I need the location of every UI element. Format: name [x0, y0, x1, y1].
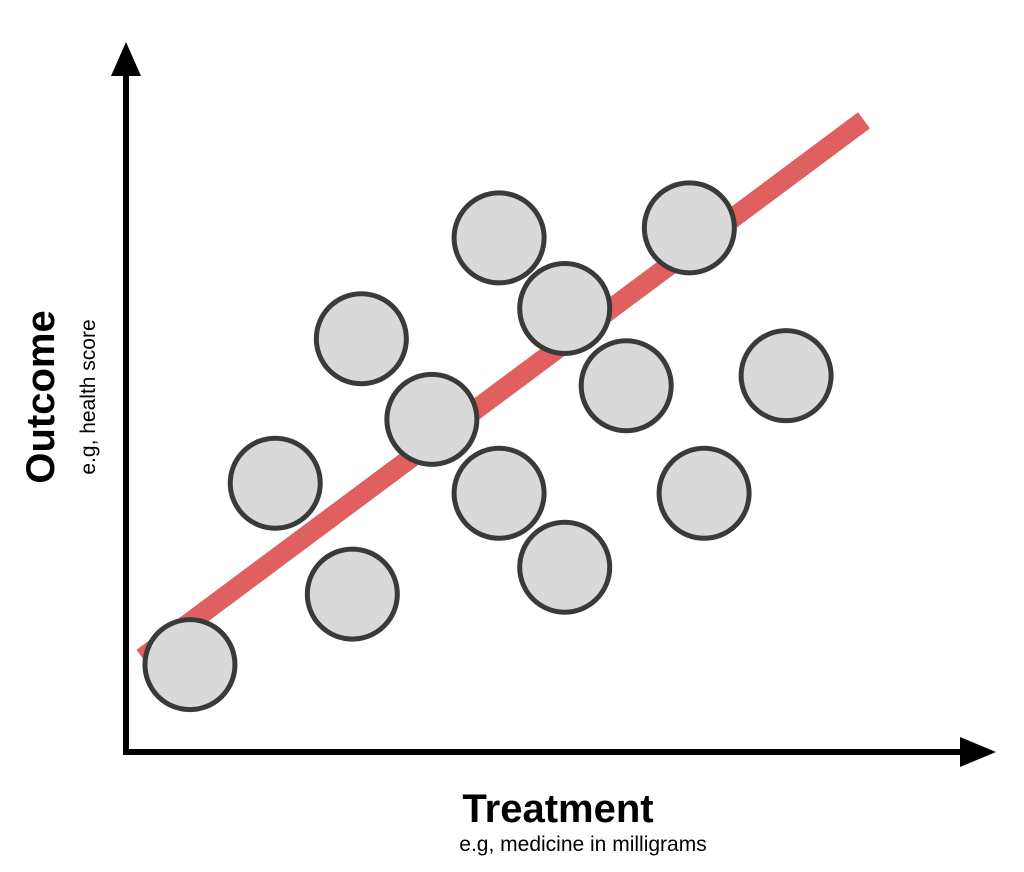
data-point: [641, 180, 737, 276]
data-point: [656, 445, 752, 541]
y-axis-arrow: [111, 42, 141, 76]
data-point: [517, 519, 613, 615]
data-point: [304, 546, 400, 642]
data-point: [517, 260, 613, 356]
data-point: [578, 338, 674, 434]
data-point: [451, 445, 547, 541]
data-point: [451, 190, 547, 286]
x-axis-label: Treatment: [462, 787, 653, 831]
data-point: [227, 435, 323, 531]
data-point: [738, 328, 834, 424]
data-point: [313, 291, 409, 387]
x-axis-sublabel: e.g, medicine in milligrams: [459, 833, 706, 856]
y-axis-sublabel: e.g, health score: [77, 319, 100, 474]
data-point: [142, 617, 238, 713]
data-point: [384, 371, 480, 467]
y-axis-label: Outcome: [19, 310, 63, 483]
x-axis-arrow: [960, 737, 996, 767]
trend-line: [136, 112, 870, 666]
